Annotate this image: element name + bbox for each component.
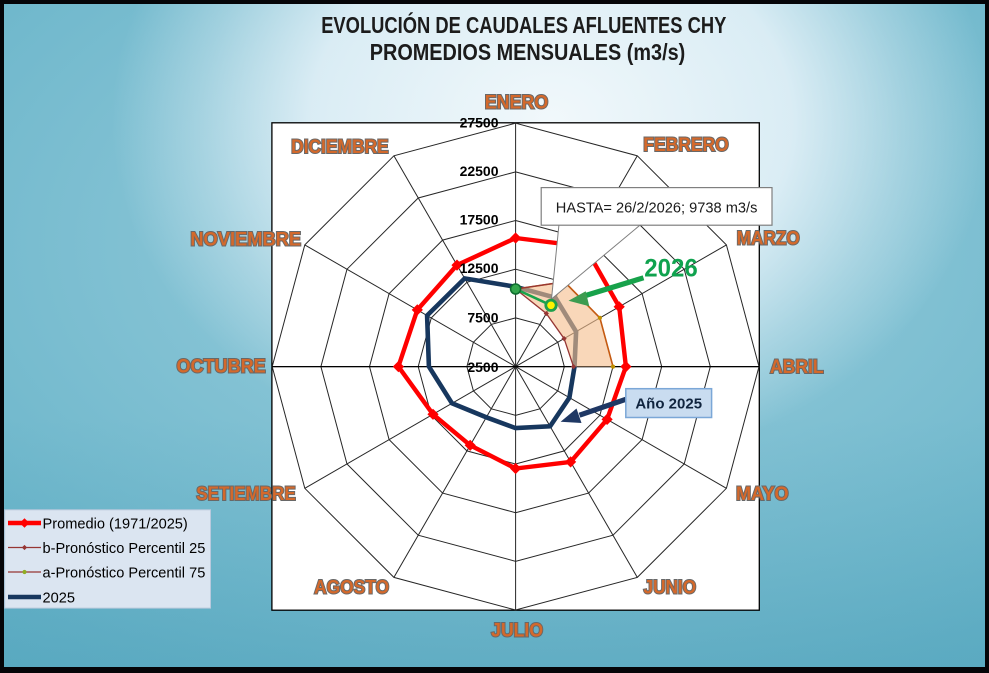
svg-text:7500: 7500 — [467, 310, 498, 326]
svg-text:12500: 12500 — [460, 260, 499, 276]
svg-text:Promedio (1971/2025): Promedio (1971/2025) — [43, 515, 188, 532]
svg-text:ABRIL: ABRIL — [770, 357, 824, 378]
svg-text:JUNIO: JUNIO — [644, 577, 697, 598]
svg-text:27500: 27500 — [460, 114, 499, 130]
svg-text:2026: 2026 — [644, 254, 697, 282]
svg-text:PROMEDIOS MENSUALES (m3/s): PROMEDIOS MENSUALES (m3/s) — [370, 39, 686, 65]
svg-text:MAYO: MAYO — [736, 484, 789, 505]
svg-text:HASTA= 26/2/2026; 9738 m3/s: HASTA= 26/2/2026; 9738 m3/s — [556, 199, 758, 216]
svg-text:SETIEMBRE: SETIEMBRE — [196, 484, 295, 505]
svg-text:DICIEMBRE: DICIEMBRE — [291, 137, 389, 158]
svg-text:ENERO: ENERO — [485, 93, 548, 114]
svg-text:22500: 22500 — [460, 163, 499, 179]
svg-text:FEBRERO: FEBRERO — [643, 135, 728, 156]
svg-text:AGOSTO: AGOSTO — [314, 577, 389, 598]
svg-text:Año 2025: Año 2025 — [635, 396, 702, 413]
svg-text:b-Pronóstico Percentil 25: b-Pronóstico Percentil 25 — [43, 540, 206, 557]
svg-text:2025: 2025 — [43, 589, 76, 606]
svg-text:EVOLUCIÓN DE CAUDALES AFLUENTE: EVOLUCIÓN DE CAUDALES AFLUENTES CHY — [321, 11, 726, 38]
svg-text:OCTUBRE: OCTUBRE — [176, 357, 265, 378]
svg-text:JULIO: JULIO — [491, 620, 543, 641]
svg-text:NOVIEMBRE: NOVIEMBRE — [190, 230, 301, 251]
svg-text:17500: 17500 — [460, 212, 499, 228]
svg-text:a-Pronóstico Percentil 75: a-Pronóstico Percentil 75 — [43, 564, 206, 581]
svg-text:MARZO: MARZO — [737, 228, 800, 249]
svg-text:2500: 2500 — [467, 359, 498, 375]
